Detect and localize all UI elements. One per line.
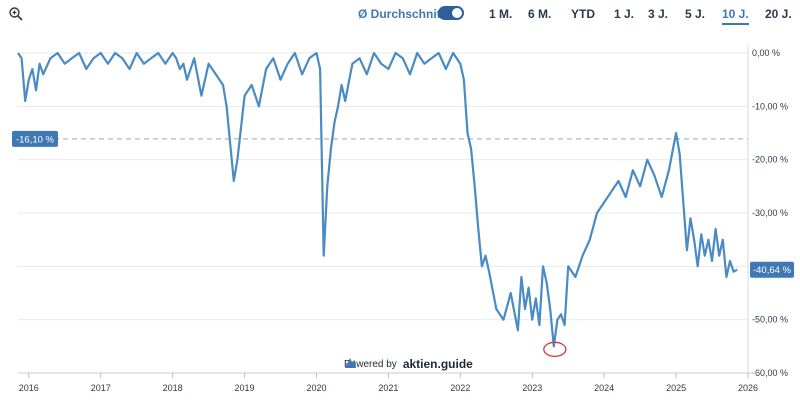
x-tick-label: 2024 bbox=[594, 383, 614, 393]
average-badge bbox=[12, 130, 58, 147]
average-badge-label: -16,10 % bbox=[16, 134, 55, 145]
drawdown-series-line bbox=[17, 51, 738, 348]
brand-name: aktien.guide bbox=[402, 357, 473, 371]
x-tick-label: 2016 bbox=[19, 383, 39, 393]
y-tick-label: -60,00 % bbox=[752, 368, 788, 378]
x-tick-label: 2021 bbox=[378, 383, 398, 393]
y-tick-label: -50,00 % bbox=[752, 315, 788, 325]
range-3y[interactable]: 3 J. bbox=[648, 7, 669, 21]
x-tick-label: 2025 bbox=[666, 383, 686, 393]
powered-by: Powered by aktien.guide bbox=[344, 357, 473, 371]
x-tick-label: 2020 bbox=[306, 383, 326, 393]
x-tick-label: 2018 bbox=[163, 383, 183, 393]
y-tick-label: 0,00 % bbox=[752, 48, 780, 58]
last-value-badge-label: -40,64 % bbox=[753, 265, 792, 276]
range-5y[interactable]: 5 J. bbox=[685, 7, 706, 21]
range-20y[interactable]: 20 J. bbox=[765, 7, 792, 21]
x-tick-label: 2022 bbox=[450, 383, 470, 393]
average-label: Ø Durchschnitt bbox=[358, 7, 445, 21]
minimum-marker bbox=[543, 341, 567, 357]
y-tick-label: -10,00 % bbox=[752, 101, 788, 111]
x-tick-label: 2019 bbox=[235, 383, 255, 393]
range-1m[interactable]: 1 M. bbox=[489, 7, 513, 21]
toggle-knob bbox=[452, 8, 462, 18]
y-tick-label: -30,00 % bbox=[752, 208, 788, 218]
average-toggle[interactable] bbox=[438, 6, 464, 20]
range-1y[interactable]: 1 J. bbox=[614, 7, 635, 21]
range-10y[interactable]: 10 J. bbox=[722, 7, 749, 25]
x-tick-label: 2026 bbox=[738, 383, 758, 393]
x-tick-label: 2023 bbox=[522, 383, 542, 393]
zoom-icon[interactable] bbox=[8, 6, 24, 22]
chart-toolbar: Ø Durchschnitt 1 M. 6 M. YTD 1 J. 3 J. 5… bbox=[0, 0, 800, 30]
range-ytd[interactable]: YTD bbox=[571, 7, 595, 21]
aktien-guide-logo-icon bbox=[345, 358, 356, 368]
x-tick-label: 2017 bbox=[91, 383, 111, 393]
last-value-badge bbox=[750, 261, 794, 278]
y-tick-label: -20,00 % bbox=[752, 155, 788, 165]
brand-link[interactable]: aktien.guide bbox=[345, 357, 473, 371]
powered-prefix: Powered by bbox=[344, 358, 397, 370]
range-6m[interactable]: 6 M. bbox=[528, 7, 552, 21]
